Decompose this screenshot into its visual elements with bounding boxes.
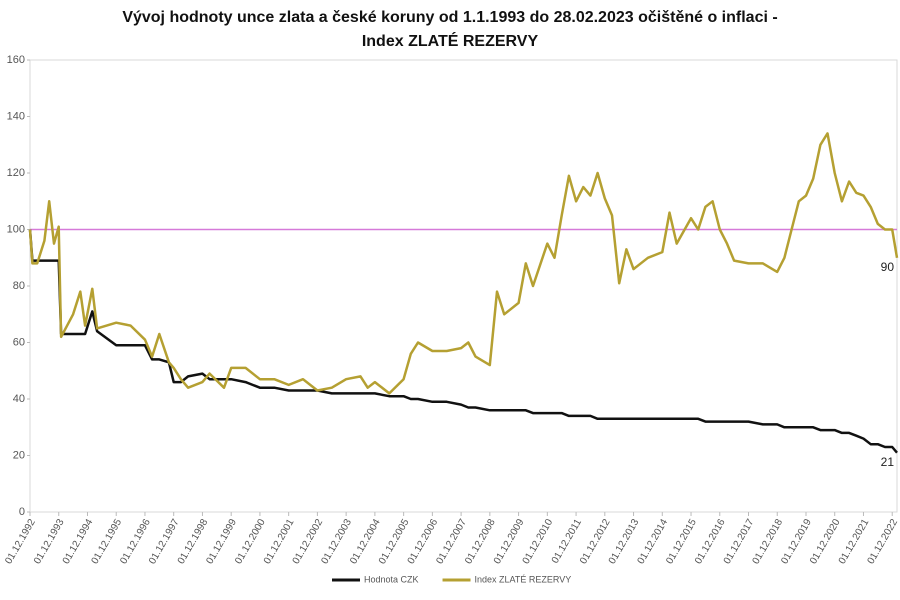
y-tick-label: 40 (13, 393, 25, 405)
series-line (28, 229, 898, 454)
y-tick-label: 140 (7, 110, 25, 122)
series-line (28, 132, 899, 395)
y-tick-label: 60 (13, 336, 25, 348)
y-tick-label: 160 (7, 54, 25, 66)
chart-title: Index ZLATÉ REZERVY (362, 31, 539, 50)
legend-label: Index ZLATÉ REZERVY (475, 574, 572, 584)
end-label: 21 (881, 455, 895, 469)
chart-title: Vývoj hodnoty unce zlata a české koruny … (122, 9, 777, 26)
legend-label: Hodnota CZK (364, 574, 419, 584)
end-label: 90 (881, 260, 895, 274)
y-tick-label: 80 (13, 280, 25, 292)
y-tick-label: 20 (13, 449, 25, 461)
y-tick-label: 100 (7, 223, 25, 235)
y-tick-label: 120 (7, 167, 25, 179)
y-tick-label: 0 (19, 506, 25, 518)
